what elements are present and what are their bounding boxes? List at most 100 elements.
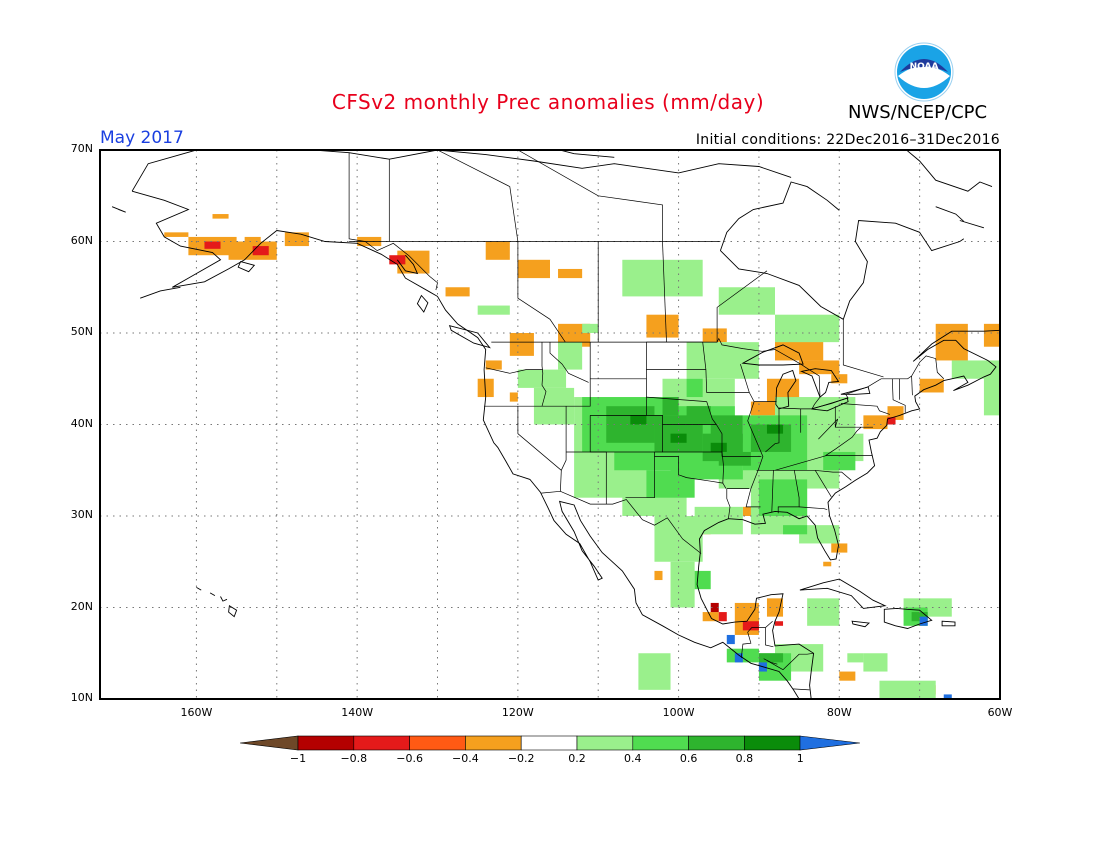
anomaly-cell — [164, 232, 189, 237]
anomaly-cell — [983, 369, 1000, 416]
anomaly-cell — [558, 342, 583, 370]
noaa-logo: NOAA — [894, 42, 954, 102]
anomaly-cell — [726, 634, 735, 645]
anomaly-cell — [775, 314, 840, 343]
colorbar-tick: −0.4 — [452, 752, 479, 765]
colorbar-swatch — [409, 735, 466, 751]
colorbar-tick: −0.8 — [340, 752, 368, 765]
colorbar-tick: 1 — [796, 752, 804, 765]
anomaly-cell — [670, 433, 687, 443]
lat-label: 20N — [70, 599, 93, 613]
anomaly-cell — [702, 328, 727, 343]
anomaly-cell — [879, 680, 936, 699]
anomaly-cell — [694, 570, 711, 590]
anomaly-cell — [766, 424, 784, 434]
anomaly-cell — [509, 392, 518, 402]
anomaly-cell — [823, 561, 832, 567]
lon-label: 100W — [662, 706, 695, 719]
chart-title: CFSv2 monthly Prec anomalies (mm/day) — [331, 90, 765, 114]
anomaly-cell — [807, 598, 840, 626]
colorbar-tick: 0.6 — [679, 752, 698, 765]
anomaly-shading — [164, 214, 1000, 699]
anomaly-cell — [710, 602, 719, 613]
colorbar-swatch — [520, 735, 578, 751]
colorbar-tick: −0.6 — [396, 752, 423, 765]
lat-label: 30N — [70, 508, 93, 521]
colorbar-swatch — [744, 735, 801, 751]
anomaly-cell — [710, 415, 743, 443]
anomaly-cell — [686, 406, 711, 425]
colorbar-tick: −0.2 — [507, 752, 535, 765]
anomaly-cell — [485, 360, 502, 370]
anomaly-cell — [847, 653, 864, 663]
anomaly-cell — [445, 287, 470, 297]
anomaly-cell — [775, 621, 784, 626]
anomaly-cell — [284, 232, 309, 247]
anomaly-cell — [831, 543, 848, 553]
anomaly-cell — [799, 360, 840, 375]
colorbar-swatch — [688, 735, 745, 751]
anomaly-cell — [718, 612, 727, 622]
colorbar-swatch — [465, 735, 522, 751]
initial-conditions: Initial conditions: 22Dec2016–31Dec2016 — [695, 132, 1000, 148]
anomaly-cell — [911, 612, 928, 622]
anomaly-cell — [646, 314, 679, 338]
colorbar-tick: 0.8 — [735, 752, 754, 765]
anomaly-cell — [863, 653, 888, 672]
anomaly-cell — [766, 378, 800, 402]
anomaly-cell — [823, 451, 856, 471]
anomaly-cell — [863, 415, 888, 430]
anomaly-cell — [742, 506, 759, 516]
anomaly-cell — [509, 333, 534, 356]
colorbar-tick: 0.4 — [624, 752, 642, 765]
anomaly-cell — [686, 378, 703, 398]
anomaly-cell — [951, 360, 1000, 379]
anomaly-cell — [252, 246, 269, 256]
agency-label: NWS/NCEP/CPC — [848, 102, 988, 123]
anomaly-cell — [622, 259, 703, 297]
lat-label: 70N — [70, 142, 93, 155]
anomaly-cell — [646, 470, 695, 498]
anomaly-cell — [742, 621, 759, 631]
political-borders — [348, 150, 945, 691]
colorbar-swatch — [353, 735, 410, 751]
colorbar-swatch — [632, 735, 689, 751]
anomaly-cell — [919, 616, 928, 626]
anomaly-cell — [558, 268, 583, 279]
anomaly-cell — [718, 451, 751, 466]
anomaly-cell — [750, 401, 775, 416]
anomaly-cell — [204, 241, 221, 249]
anomaly-cell — [654, 570, 663, 581]
lon-label: 140W — [341, 706, 374, 719]
anomaly-cell — [943, 694, 952, 699]
lon-label: 160W — [180, 706, 213, 719]
anomaly-cell — [887, 406, 904, 420]
colorbar — [240, 735, 860, 751]
anomaly-cell — [694, 506, 743, 535]
anomaly-cell — [630, 415, 647, 425]
anomaly-cell — [485, 241, 510, 260]
svg-text:NOAA: NOAA — [910, 62, 939, 72]
lat-label: 50N — [70, 325, 93, 338]
anomaly-cell — [662, 397, 679, 416]
colorbar-right-arrow — [799, 735, 860, 751]
anomaly-cell — [758, 479, 808, 516]
lon-label: 80W — [826, 706, 852, 719]
colorbar-tick: −1 — [289, 752, 307, 765]
colorbar-swatch — [297, 735, 355, 751]
anomaly-cell — [839, 671, 856, 681]
anomaly-cell — [638, 653, 671, 690]
anomaly-cell — [983, 323, 1000, 347]
anomaly-cell — [726, 648, 759, 663]
anomaly-cell — [758, 653, 784, 663]
anomaly-cell — [517, 369, 567, 388]
anomaly-cell — [244, 236, 261, 242]
anomaly-cell — [766, 598, 784, 617]
colorbar-swatch — [576, 735, 634, 751]
anomaly-cell — [887, 417, 896, 425]
anomaly-cell — [718, 287, 775, 315]
anomaly-cell — [212, 214, 229, 219]
anomaly-cell — [734, 653, 743, 663]
colorbar-tick: 0.2 — [568, 752, 586, 765]
